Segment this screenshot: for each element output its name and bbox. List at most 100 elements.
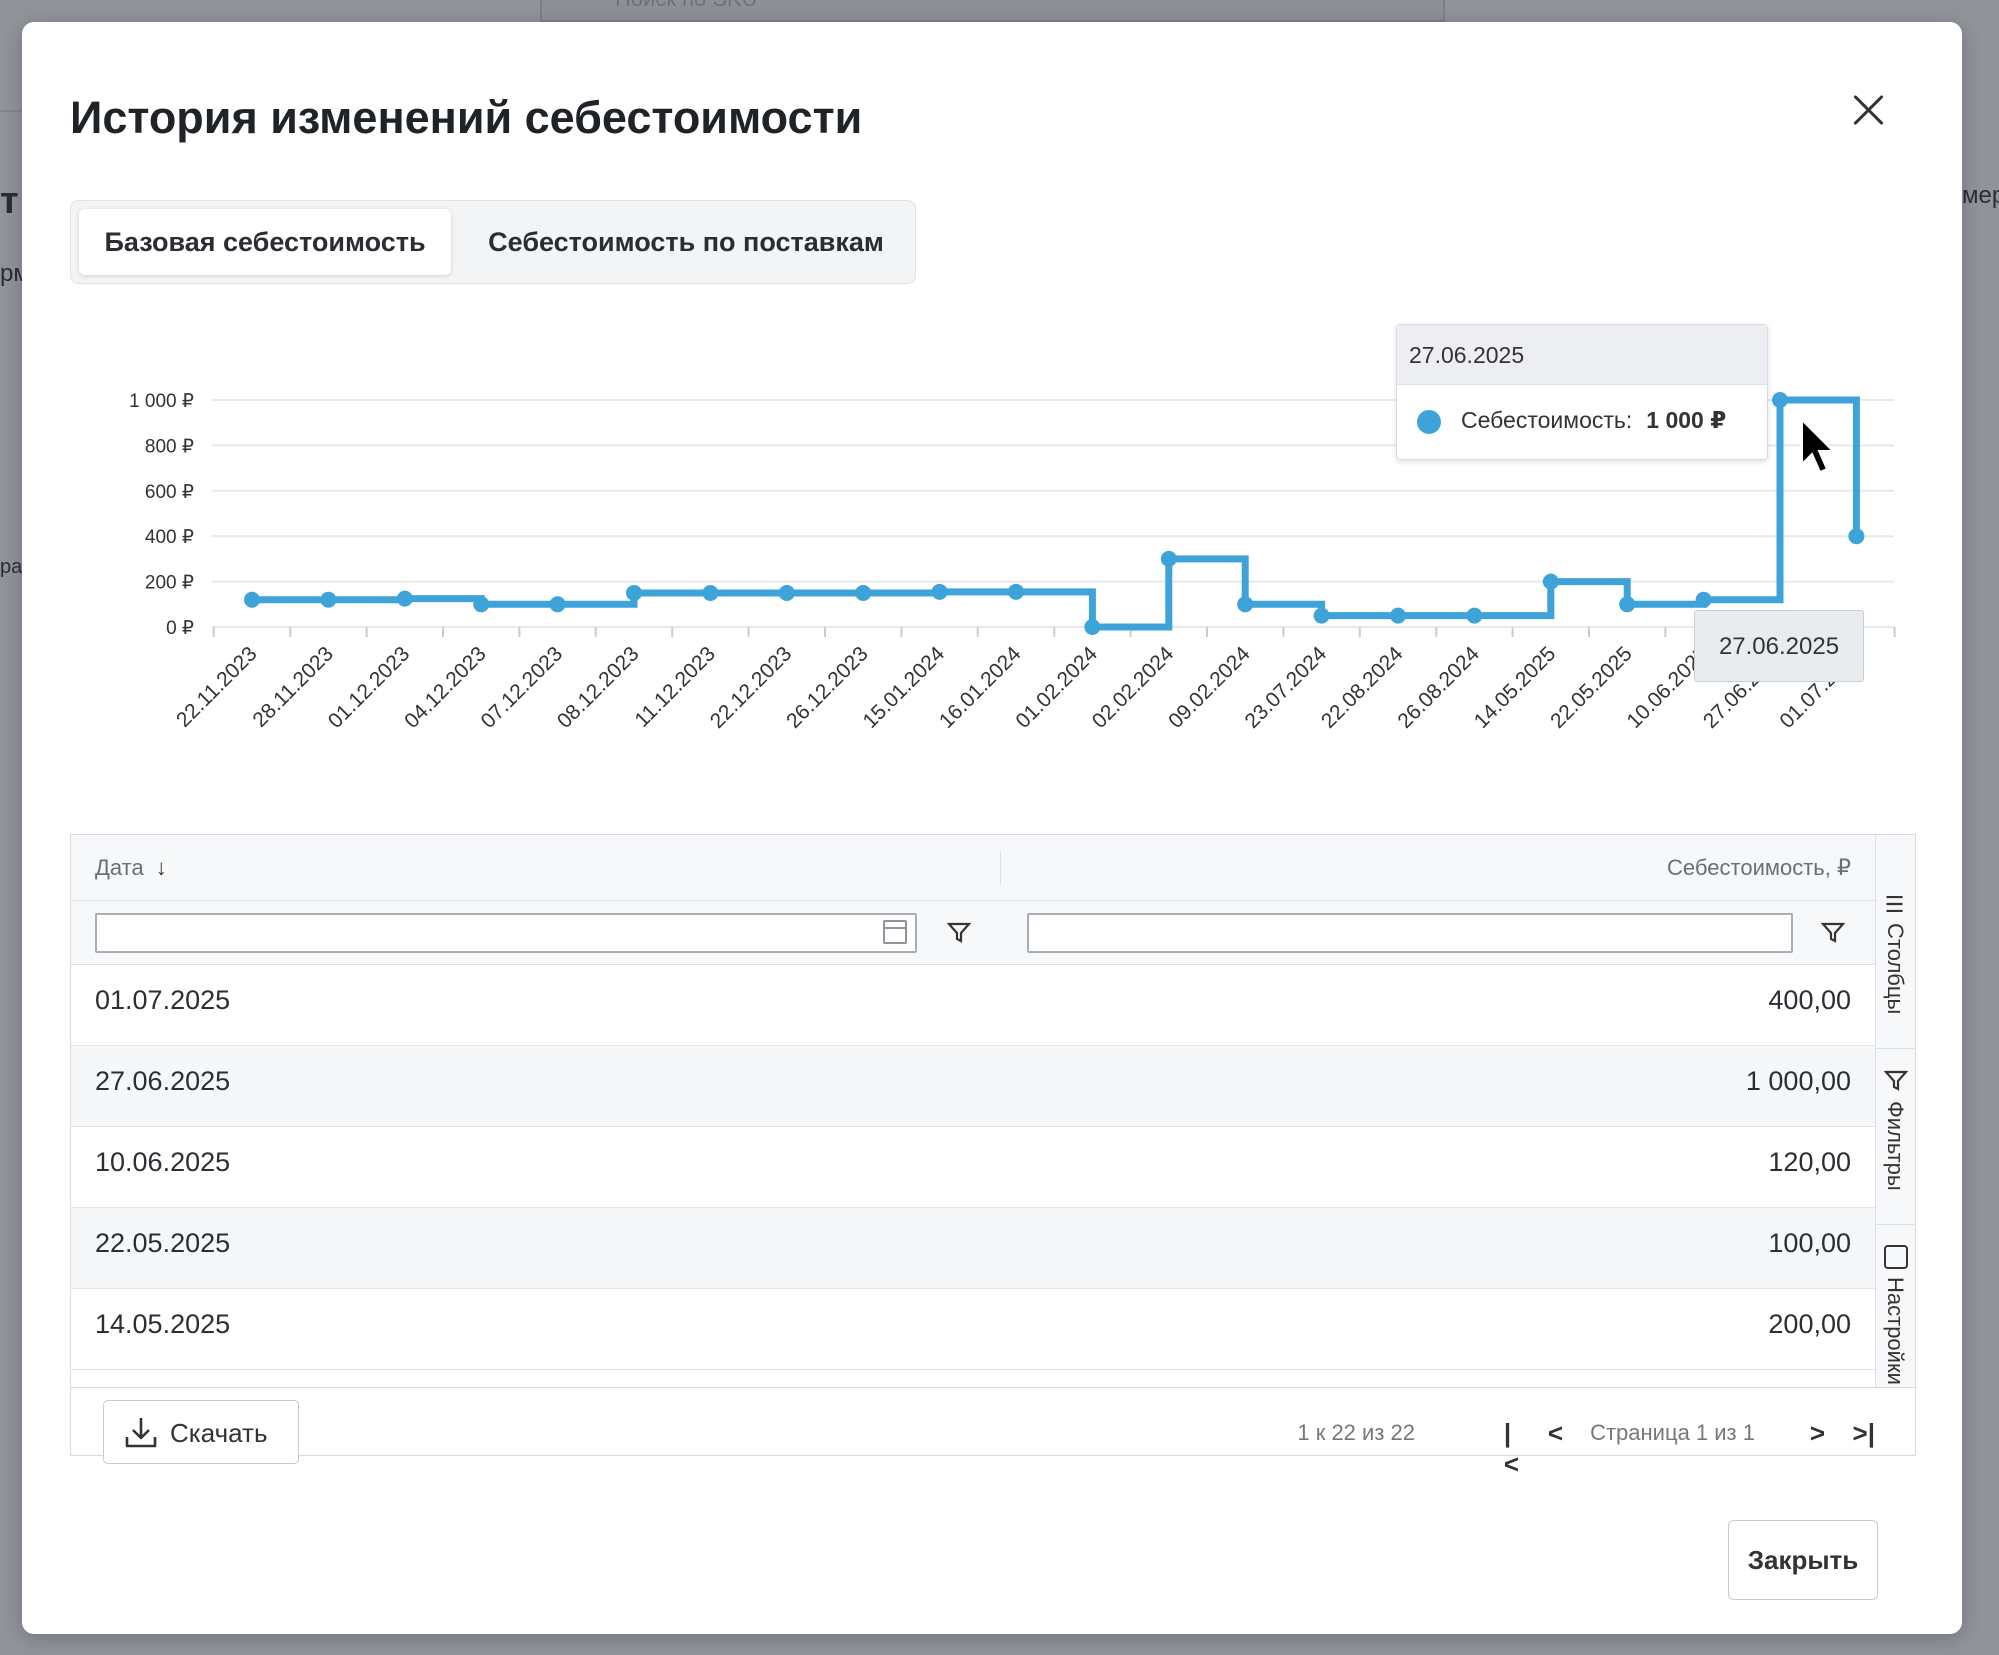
tool-side-panel: ☰ Столбцы Фильтры Настройки [1875,835,1916,1387]
table-row[interactable]: 01.07.2025 400,00 [71,965,1875,1046]
table-row[interactable]: 22.05.2025 100,00 [71,1208,1875,1289]
pager-page-label: Страница 1 из 1 [1590,1420,1755,1445]
table-row[interactable]: 10.06.2025 120,00 [71,1127,1875,1208]
cell-date: 10.06.2025 [95,1147,231,1177]
table-body: 01.07.2025 400,00 27.06.2025 1 000,00 10.0… [71,965,1875,1370]
x-tick-label: 15.01.2024 [859,642,950,733]
data-point [626,584,642,601]
series-line [252,396,1860,631]
cost-history-table: Дата ↓ Себестоимость, ₽ 01.07.2025 400,00 … [70,834,1916,1479]
x-axis-crosshair-label: 27.06.2025 [1694,610,1864,682]
close-button[interactable]: Закрыть [1728,1520,1878,1600]
x-tick-label: 08.12.2023 [553,642,644,733]
cost-history-chart: 0 ₽ 200 ₽ 400 ₽ 600 ₽ 800 ₽ 1 000 ₽ 22.11.2023… [22,322,1962,792]
data-point [1008,583,1024,600]
cell-date: 01.07.2025 [95,985,231,1015]
x-tick-label: 02.02.2024 [1088,642,1179,733]
modal-title: История изменений себестоимости [70,92,863,143]
sort-descending-icon: ↓ [155,855,167,880]
cell-cost: 400,00 [1768,985,1851,1015]
cell-date: 27.06.2025 [95,1066,231,1096]
x-tick-label: 22.05.2025 [1546,642,1637,733]
filter-row [71,901,1875,965]
x-tick-label: 23.07.2024 [1241,642,1332,733]
x-tick-label: 01.12.2023 [324,642,415,733]
x-tick-label: 07.12.2023 [477,642,568,733]
background-fragment: т [0,180,19,222]
data-point [1848,528,1865,545]
side-tab-settings[interactable]: Настройки [1876,1225,1916,1387]
data-point [1695,591,1712,608]
data-point [1390,607,1406,624]
background-search-placeholder: Поиск по SKU [615,0,758,12]
tab-base-cost[interactable]: Базовая себестоимость [79,209,451,275]
cost-history-modal: История изменений себестоимости Базовая … [22,22,1962,1634]
side-tab-filters-label: Фильтры [1883,1101,1908,1191]
x-tick-label: 16.01.2024 [935,642,1026,733]
cell-cost: 1 000,00 [1745,1066,1851,1096]
download-button[interactable]: Скачать [103,1400,299,1464]
background-fragment: ра [0,556,23,578]
cell-cost: 100,00 [1768,1228,1851,1258]
background-divider [0,110,22,112]
data-point [1466,607,1483,624]
data-point [549,596,566,613]
last-page-icon[interactable]: >| [1852,1418,1875,1448]
settings-icon [1884,1245,1908,1269]
data-point [1542,573,1559,590]
pager-row-count: 1 к 22 из 22 [1297,1420,1415,1445]
series-dot-icon [1417,409,1441,434]
tab-supply-cost[interactable]: Себестоимость по поставкам [488,227,884,257]
close-icon[interactable] [1845,86,1893,134]
columns-icon: ☰ [1883,893,1908,918]
cost-type-tabs: Базовая себестоимость Себестоимость по п… [70,200,916,284]
x-tick-label: 09.02.2024 [1164,642,1255,733]
column-header-date[interactable]: Дата ↓ [95,855,167,881]
filter-icon[interactable] [947,921,971,945]
background-search-bar [540,0,1445,22]
filter-icon[interactable] [1821,921,1845,945]
x-tick-label: 22.11.2023 [172,642,261,731]
first-page-icon[interactable]: |< [1503,1418,1519,1479]
cell-cost: 120,00 [1768,1147,1851,1177]
x-tick-label: 22.12.2023 [706,642,797,733]
x-tick-label: 22.08.2024 [1317,642,1408,733]
data-point [244,591,260,608]
data-point [778,584,795,601]
x-tick-label: 01.02.2024 [1011,642,1102,733]
data-point [320,591,337,608]
tooltip-date: 27.06.2025 [1397,325,1767,385]
x-tick-label: 14.05.2025 [1470,642,1561,733]
x-tick-label: 26.12.2023 [782,642,873,733]
y-tick-label: 600 ₽ [145,482,194,503]
next-page-icon[interactable]: > [1809,1418,1825,1448]
column-header-date-label: Дата [95,855,144,880]
download-icon [125,1418,157,1448]
side-tab-columns[interactable]: ☰ Столбцы [1876,883,1916,1049]
column-header-cost[interactable]: Себестоимость, ₽ [1667,855,1851,880]
y-tick-label: 0 ₽ [166,618,194,639]
table-row[interactable]: 27.06.2025 1 000,00 [71,1046,1875,1127]
data-point [1160,550,1177,567]
column-separator[interactable] [1000,851,1001,885]
chart-svg: 0 ₽ 200 ₽ 400 ₽ 600 ₽ 800 ₽ 1 000 ₽ 22.11.2023… [129,391,1896,733]
prev-page-icon[interactable]: < [1547,1418,1563,1448]
data-point [1237,596,1254,613]
calendar-icon[interactable] [883,920,907,944]
tooltip-label: Себестоимость: [1461,407,1633,433]
filter-icon [1884,1070,1908,1091]
y-tick-label: 200 ₽ [145,573,194,594]
y-tick-label: 800 ₽ [145,436,194,457]
date-filter-input[interactable] [95,913,917,953]
mouse-cursor-icon [1801,418,1834,474]
y-tick-label: 400 ₽ [145,527,194,548]
x-tick-label: 04.12.2023 [400,642,491,733]
data-point [855,584,872,601]
table-row[interactable]: 14.05.2025 200,00 [71,1289,1875,1370]
side-tab-filters[interactable]: Фильтры [1876,1049,1916,1225]
tooltip-body: Себестоимость: 1 000 ₽ [1417,407,1726,434]
side-tab-settings-label: Настройки [1883,1277,1908,1385]
cost-filter-input[interactable] [1027,913,1793,953]
chart-tooltip: 27.06.2025 Себестоимость: 1 000 ₽ [1396,324,1768,460]
data-point [1772,392,1788,408]
